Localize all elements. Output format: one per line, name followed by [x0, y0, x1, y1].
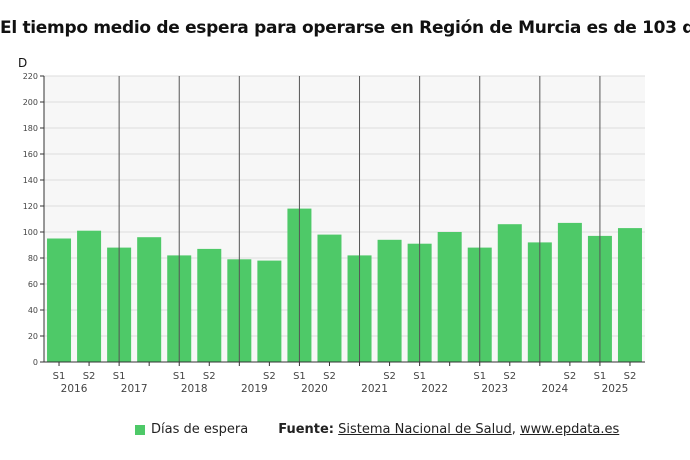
x-tick-label: S1	[413, 371, 426, 382]
year-label: 2018	[181, 383, 208, 395]
bar	[377, 239, 402, 362]
source-separator: ,	[511, 422, 520, 437]
source-prefix: Fuente:	[278, 422, 335, 437]
x-tick-label: S2	[323, 371, 336, 382]
bar	[497, 224, 522, 362]
bar	[77, 230, 102, 362]
site-link[interactable]: www.epdata.es	[519, 422, 620, 437]
y-axis-label: D	[18, 56, 28, 70]
x-tick-label: S2	[83, 371, 96, 382]
y-tick-label: 140	[23, 176, 38, 185]
bar	[257, 260, 282, 362]
bar	[557, 222, 582, 362]
y-tick-label: 20	[28, 332, 38, 341]
x-tick-label: S1	[113, 371, 126, 382]
bar	[197, 248, 222, 362]
x-tick-label: S1	[594, 371, 607, 382]
legend-label: Días de espera	[151, 422, 249, 437]
y-tick-label: 60	[28, 280, 38, 289]
bar	[437, 232, 462, 362]
y-tick-label: 0	[33, 358, 38, 367]
y-tick-label: 100	[23, 228, 38, 237]
legend: Días de espera Fuente: Sistema Nacional …	[135, 422, 619, 437]
x-tick-label: S2	[503, 371, 516, 382]
x-tick-label: S2	[624, 371, 637, 382]
bar	[617, 228, 642, 362]
year-label: 2020	[301, 383, 328, 395]
x-tick-label: S1	[293, 371, 306, 382]
x-tick-label: S1	[173, 371, 186, 382]
year-label: 2022	[421, 383, 448, 395]
bar	[317, 234, 342, 362]
x-tick-label: S2	[564, 371, 577, 382]
year-label: 2024	[541, 383, 568, 395]
y-tick-label: 200	[23, 98, 38, 107]
x-tick-label: S2	[263, 371, 276, 382]
x-tick-label: S2	[203, 371, 216, 382]
y-tick-label: 160	[23, 150, 38, 159]
source-link[interactable]: Sistema Nacional de Salud	[338, 422, 512, 437]
x-tick-label: S2	[383, 371, 396, 382]
year-label: 2017	[121, 383, 148, 395]
chart-title: El tiempo medio de espera para operarse …	[0, 18, 690, 38]
year-label: 2023	[481, 383, 508, 395]
plot-area	[44, 76, 645, 362]
x-tick-label: S1	[53, 371, 66, 382]
y-tick-label: 40	[28, 306, 38, 315]
y-tick-label: 220	[23, 72, 38, 81]
source: Fuente: Sistema Nacional de Salud, www.e…	[278, 422, 619, 437]
year-label: 2025	[602, 383, 629, 395]
legend-swatch	[135, 424, 145, 435]
year-label: 2016	[61, 383, 88, 395]
bar	[47, 238, 72, 362]
year-label: 2019	[241, 383, 268, 395]
y-tick-label: 120	[23, 202, 38, 211]
bar	[137, 237, 162, 362]
x-tick-label: S1	[473, 371, 486, 382]
year-label: 2021	[361, 383, 388, 395]
y-tick-label: 80	[28, 254, 38, 263]
y-tick-label: 180	[23, 124, 38, 133]
